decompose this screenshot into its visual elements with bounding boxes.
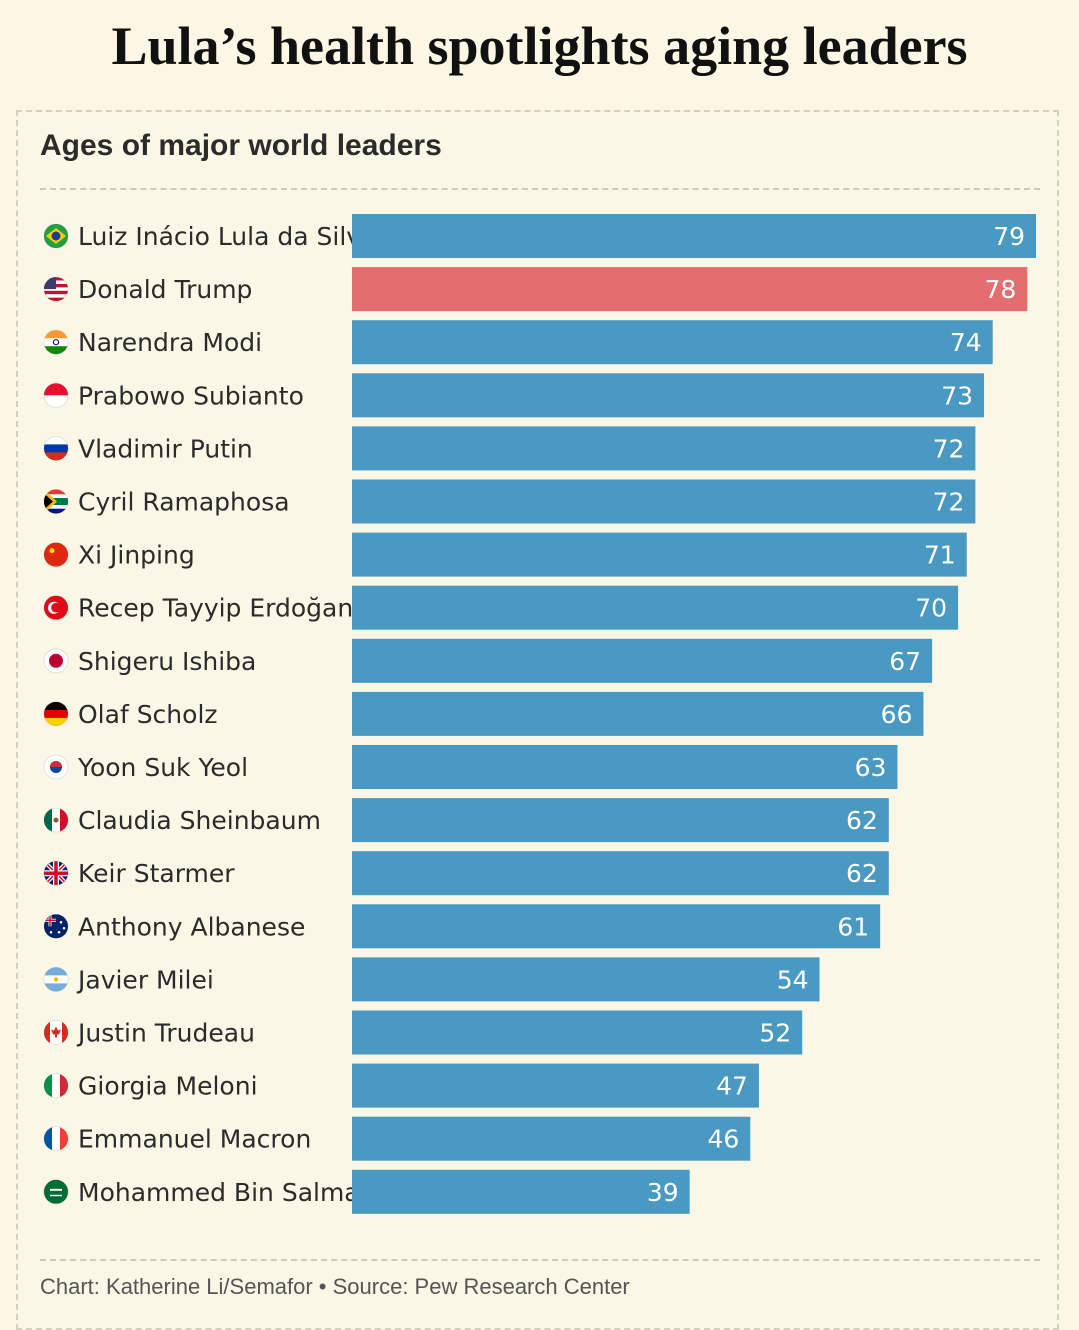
brazil-flag-icon [43, 223, 69, 249]
bar-mohammed-bin-salman [352, 1169, 690, 1214]
bar-donald-trump [352, 267, 1028, 312]
india-flag-icon [43, 329, 69, 355]
bar-anthony-albanese [352, 904, 881, 949]
value-label-luiz-inacio-lula-da-silva: 79 [993, 222, 1025, 251]
category-label-xi-jinping: Xi Jinping [78, 541, 195, 570]
bottom-divider [40, 1259, 1040, 1261]
bar-yoon-suk-yeol [352, 745, 898, 789]
value-label-claudia-sheinbaum: 62 [846, 806, 878, 835]
mexico-flag-icon [43, 807, 69, 833]
value-label-giorgia-meloni: 47 [716, 1072, 748, 1101]
chart-title: Ages of major world leaders [40, 129, 442, 162]
china-flag-icon [43, 542, 69, 567]
category-label-giorgia-meloni: Giorgia Meloni [78, 1072, 258, 1101]
south-africa-flag-icon [43, 489, 69, 514]
category-label-olaf-scholz: Olaf Scholz [78, 700, 218, 729]
australia-flag-icon [43, 913, 69, 939]
argentina-flag-icon [43, 967, 69, 992]
russia-flag-icon [43, 435, 69, 461]
value-label-olaf-scholz: 66 [881, 700, 913, 729]
category-label-narendra-modi: Narendra Modi [78, 328, 262, 357]
bar-keir-starmer [352, 851, 889, 896]
value-label-xi-jinping: 71 [924, 541, 956, 570]
category-label-luiz-inacio-lula-da-silva: Luiz Inácio Lula da Silva [78, 222, 376, 251]
bar-cyril-ramaphosa [352, 479, 976, 524]
value-label-cyril-ramaphosa: 72 [933, 488, 965, 517]
category-label-emmanuel-macron: Emmanuel Macron [78, 1125, 311, 1154]
value-label-prabowo-subianto: 73 [941, 381, 973, 410]
germany-flag-icon [43, 701, 69, 727]
value-label-narendra-modi: 74 [950, 328, 982, 357]
source-note: Chart: Katherine Li/Semafor • Source: Pe… [40, 1274, 630, 1299]
bar-claudia-sheinbaum [352, 798, 889, 843]
category-label-keir-starmer: Keir Starmer [78, 859, 235, 888]
france-flag-icon [43, 1126, 69, 1152]
bar-prabowo-subianto [352, 373, 985, 418]
value-label-justin-trudeau: 52 [759, 1019, 791, 1048]
category-label-shigeru-ishiba: Shigeru Ishiba [78, 647, 256, 676]
category-label-cyril-ramaphosa: Cyril Ramaphosa [78, 488, 290, 517]
value-label-mohammed-bin-salman: 39 [647, 1178, 679, 1207]
category-label-claudia-sheinbaum: Claudia Sheinbaum [78, 806, 321, 835]
value-label-emmanuel-macron: 46 [707, 1125, 739, 1154]
category-label-javier-milei: Javier Milei [76, 965, 214, 994]
usa-flag-icon [43, 276, 69, 302]
category-label-recep-tayyip-erdogan: Recep Tayyip Erdoğan [78, 594, 353, 623]
category-label-prabowo-subianto: Prabowo Subianto [78, 381, 304, 410]
bar-javier-milei [352, 957, 820, 1002]
bar-narendra-modi [352, 320, 993, 365]
bar-emmanuel-macron [352, 1116, 751, 1161]
category-label-justin-trudeau: Justin Trudeau [76, 1019, 255, 1048]
top-divider [40, 188, 1040, 190]
value-label-recep-tayyip-erdogan: 70 [915, 594, 947, 623]
value-label-anthony-albanese: 61 [837, 912, 869, 941]
value-label-shigeru-ishiba: 67 [889, 647, 921, 676]
value-label-keir-starmer: 62 [846, 859, 878, 888]
headline: Lula’s health spotlights aging leaders [111, 16, 968, 76]
category-label-vladimir-putin: Vladimir Putin [78, 434, 253, 463]
bar-giorgia-meloni [352, 1063, 759, 1108]
bar-xi-jinping [352, 532, 967, 577]
category-label-mohammed-bin-salman: Mohammed Bin Salman [78, 1178, 375, 1207]
category-label-anthony-albanese: Anthony Albanese [78, 912, 305, 941]
value-label-yoon-suk-yeol: 63 [855, 753, 887, 782]
category-label-donald-trump: Donald Trump [78, 275, 252, 304]
turkey-flag-icon [43, 595, 69, 621]
indonesia-flag-icon [43, 382, 69, 408]
canada-flag-icon [43, 1020, 69, 1045]
bar-recep-tayyip-erdogan [352, 585, 959, 630]
value-label-vladimir-putin: 72 [933, 434, 965, 463]
bar-vladimir-putin [352, 426, 976, 471]
uk-flag-icon [43, 860, 69, 886]
south-korea-flag-icon [43, 754, 69, 780]
saudi-arabia-flag-icon [43, 1179, 69, 1205]
value-label-javier-milei: 54 [777, 965, 809, 994]
bar-shigeru-ishiba [352, 638, 933, 683]
japan-flag-icon [43, 648, 69, 674]
bar-luiz-inacio-lula-da-silva [352, 214, 1036, 258]
bar-olaf-scholz [352, 691, 924, 736]
bar-justin-trudeau [352, 1010, 803, 1055]
value-label-donald-trump: 78 [985, 275, 1017, 304]
italy-flag-icon [43, 1073, 69, 1098]
category-label-yoon-suk-yeol: Yoon Suk Yeol [77, 753, 248, 782]
